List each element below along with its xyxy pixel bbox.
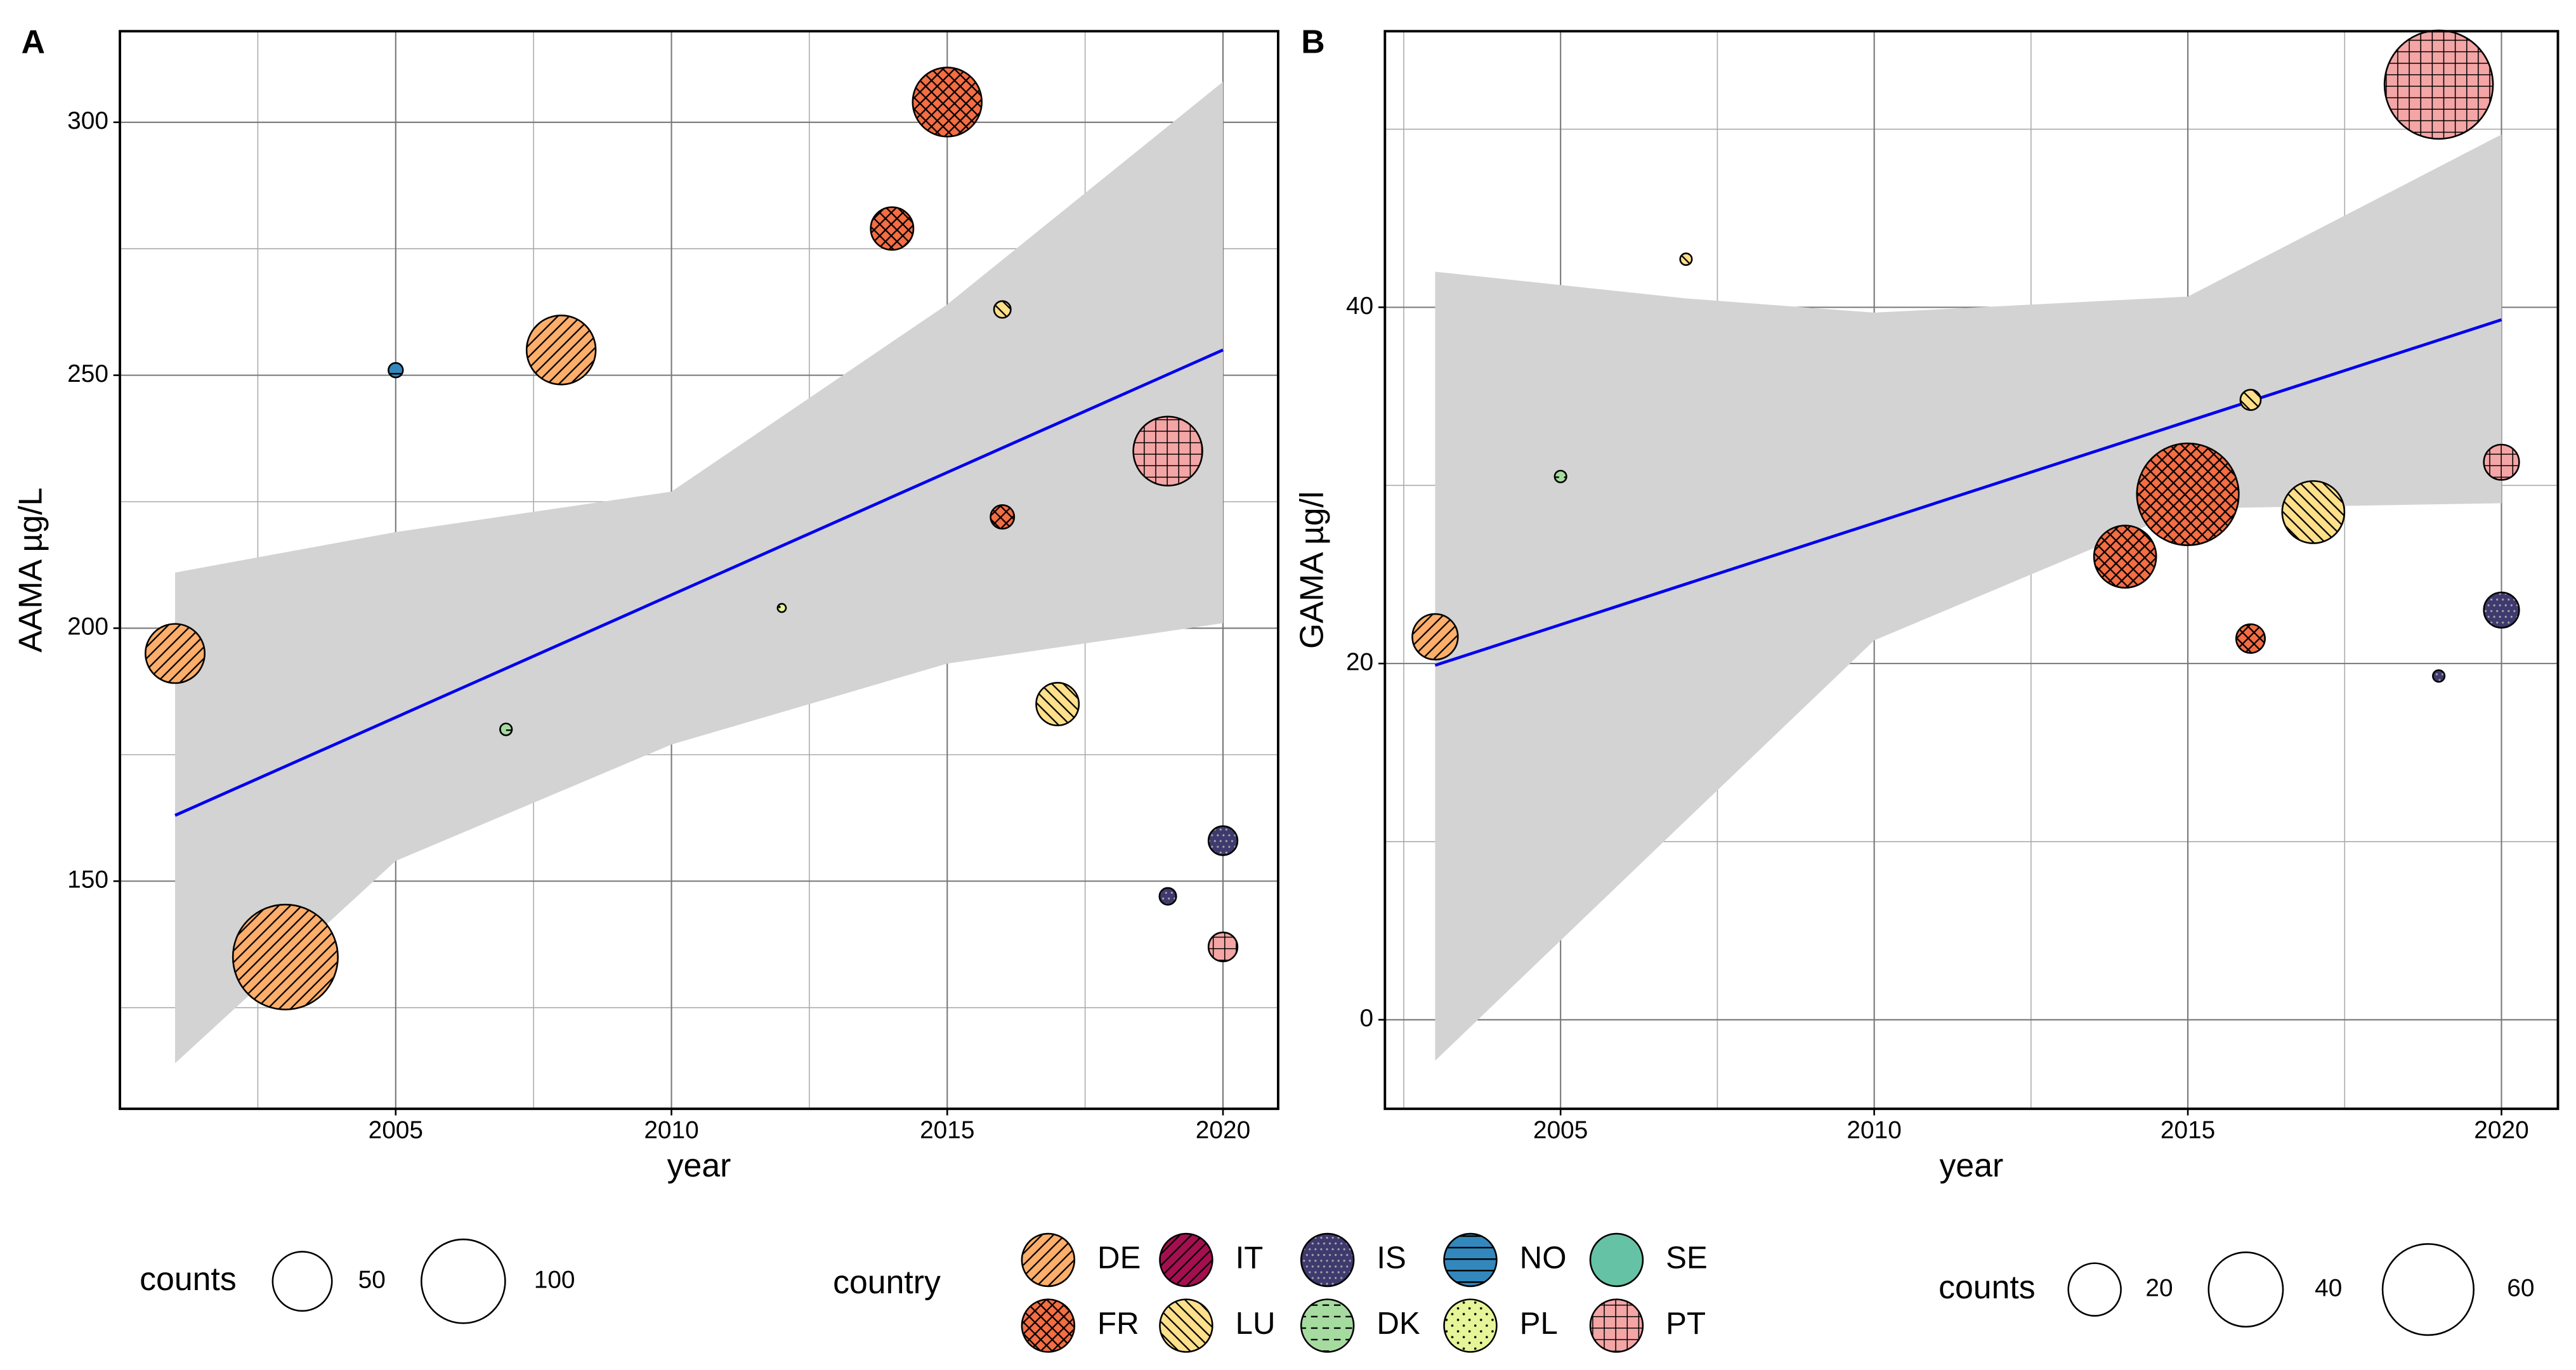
size-legend-label: 20 [2145, 1274, 2173, 1302]
bubble [2235, 623, 2266, 654]
legend-key [1021, 1298, 1076, 1353]
y-tick-label: 20 [1346, 648, 1373, 675]
bubble [2281, 480, 2346, 544]
bubble [912, 67, 983, 138]
size-legend-key [421, 1238, 506, 1324]
panel-label: B [1301, 23, 1324, 60]
legend-label: IT [1236, 1240, 1264, 1275]
legend-key [1300, 1232, 1355, 1288]
x-axis-title: year [1940, 1147, 2004, 1184]
legend-label: LU [1236, 1306, 1276, 1341]
legend-label: PL [1520, 1306, 1558, 1341]
size-legend-label: 100 [534, 1266, 575, 1293]
size-legend-key [271, 1251, 333, 1312]
bubble [870, 206, 915, 251]
x-tick-label: 2005 [1533, 1117, 1588, 1144]
size-legend-title: counts [140, 1260, 237, 1297]
bubble [525, 314, 597, 386]
legend-key [1159, 1298, 1213, 1353]
bubble [1158, 887, 1177, 906]
x-tick-label: 2005 [369, 1117, 423, 1144]
legend-label: PT [1666, 1306, 1706, 1341]
y-tick-label: 250 [67, 360, 108, 388]
bubble [145, 623, 206, 684]
y-tick-label: 200 [67, 613, 108, 641]
legend-label: IS [1376, 1240, 1406, 1275]
bubble [1035, 682, 1080, 727]
size-legend-key [2067, 1262, 2122, 1317]
bubble [1207, 825, 1239, 856]
plot-frame [1383, 30, 2560, 1111]
bubble [499, 722, 513, 736]
x-axis-title: year [667, 1147, 731, 1184]
legend-key [1021, 1232, 1076, 1288]
bubble [388, 362, 404, 379]
legend-key [1443, 1298, 1498, 1353]
bubble [993, 300, 1012, 319]
legend-label: DE [1097, 1240, 1141, 1275]
plot-frame [119, 30, 1279, 1111]
legend-key [1589, 1298, 1644, 1353]
x-tick-label: 2020 [1196, 1117, 1250, 1144]
legend-key [1159, 1232, 1213, 1288]
legend-label: FR [1097, 1306, 1139, 1341]
bubble [2432, 669, 2446, 683]
legend-key [1589, 1232, 1644, 1288]
bubble [2136, 442, 2240, 546]
bubble [990, 504, 1016, 530]
fit-line [1434, 318, 2502, 667]
size-legend-key [2207, 1251, 2284, 1328]
x-tick-label: 2015 [2161, 1117, 2215, 1144]
size-legend-label: 40 [2315, 1274, 2342, 1302]
y-tick-label: 150 [67, 866, 108, 894]
bubble [2483, 591, 2520, 629]
y-tick-label: 0 [1360, 1005, 1374, 1032]
y-tick-label: 300 [67, 107, 108, 134]
legend-label: SE [1666, 1240, 1708, 1275]
size-legend-key [2381, 1243, 2475, 1336]
bubble [1553, 469, 1567, 483]
bubble [1679, 252, 1693, 266]
bubble [2483, 443, 2520, 481]
size-legend-title: counts [1939, 1269, 2036, 1305]
bubble [232, 903, 339, 1010]
x-tick-label: 2010 [644, 1117, 698, 1144]
bubble [776, 603, 787, 613]
y-axis-title: AAMA µg/L [11, 488, 48, 653]
y-axis-title: GAMA µg/l [1293, 491, 1330, 649]
bubble [1207, 931, 1239, 963]
y-tick-label: 40 [1346, 292, 1373, 320]
bubble [1411, 613, 1459, 661]
bubble [2383, 29, 2494, 140]
x-tick-label: 2015 [920, 1117, 974, 1144]
legend-key [1300, 1298, 1355, 1353]
size-legend-label: 60 [2507, 1274, 2534, 1302]
panel-label: A [22, 23, 45, 60]
country-legend-title: country [833, 1263, 941, 1300]
x-tick-label: 2020 [2474, 1117, 2528, 1144]
x-tick-label: 2010 [1847, 1117, 1901, 1144]
confidence-band [1435, 134, 2502, 1061]
bubble [1132, 415, 1203, 487]
bubble [2239, 389, 2262, 411]
legend-key [1443, 1232, 1498, 1288]
confidence-band [175, 81, 1224, 1064]
bubble [2093, 525, 2157, 589]
legend-label: NO [1520, 1240, 1567, 1275]
fit-line [174, 348, 1224, 817]
legend-label: DK [1376, 1306, 1420, 1341]
size-legend-label: 50 [358, 1266, 386, 1293]
